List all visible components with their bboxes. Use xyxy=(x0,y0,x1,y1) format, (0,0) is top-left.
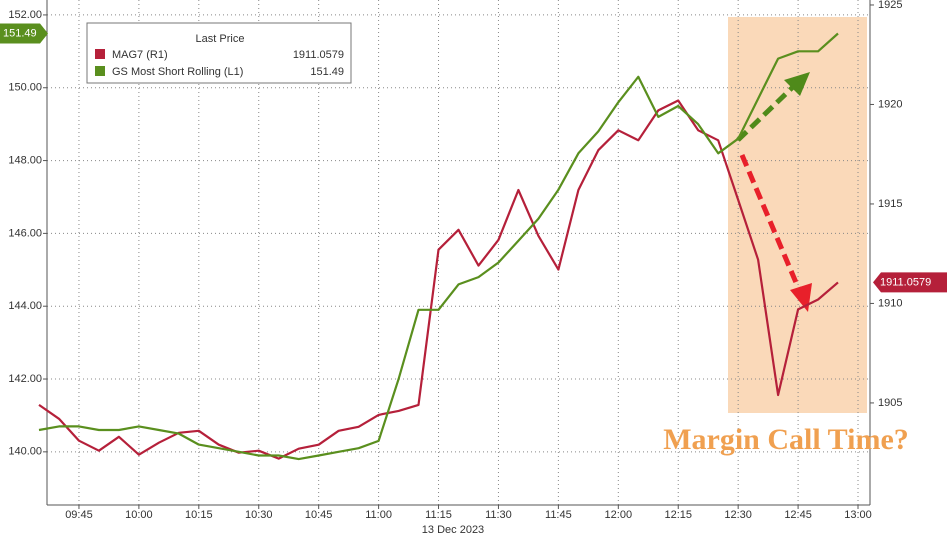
y2-tick-label: 1915 xyxy=(878,198,902,210)
y-tick-label: 140.00 xyxy=(8,446,42,458)
x-tick-label: 12:30 xyxy=(724,509,752,521)
x-tick-label: 13:00 xyxy=(844,509,872,521)
last-value-tag xyxy=(873,272,947,293)
y-tick-label: 146.00 xyxy=(8,227,42,239)
y-tick-label: 148.00 xyxy=(8,154,42,166)
y2-tick-label: 1920 xyxy=(878,98,902,110)
x-tick-label: 10:15 xyxy=(185,509,213,521)
annotation: Margin Call Time? xyxy=(663,423,909,456)
legend-box xyxy=(86,22,352,84)
x-tick-label: 10:45 xyxy=(305,509,333,521)
last-value-tag xyxy=(0,23,48,44)
legend-value: 1911.0579 xyxy=(293,49,344,61)
series-line xyxy=(38,32,839,461)
x-tick-label: 11:30 xyxy=(485,509,512,521)
last-value-label: 1911.0579 xyxy=(880,276,931,288)
x-tick-label: 12:15 xyxy=(664,509,692,521)
y-tick-label: 150.00 xyxy=(8,82,42,94)
y-tick-label: 142.00 xyxy=(8,373,42,385)
legend: Last Price MAG7 (R1) 1911.0579 GS Most S… xyxy=(86,22,352,84)
x-axis-label: 13 Dec 2023 xyxy=(422,524,484,536)
legend-label: GS Most Short Rolling (L1) xyxy=(112,66,243,78)
x-tick-label: 11:45 xyxy=(545,509,572,521)
plot-area xyxy=(47,0,870,505)
arrow-green xyxy=(736,72,810,142)
x-tick-label: 11:00 xyxy=(365,509,392,521)
legend-swatch xyxy=(95,66,105,76)
legend-value: 151.49 xyxy=(310,66,344,78)
x-tick-label: 11:15 xyxy=(425,509,452,521)
y2-tick-label: 1925 xyxy=(878,0,902,11)
last-value-label: 151.49 xyxy=(3,27,37,39)
legend-label: MAG7 (R1) xyxy=(112,49,168,61)
x-tick-label: 09:45 xyxy=(65,509,93,521)
x-tick-label: 10:00 xyxy=(125,509,153,521)
y2-tick-label: 1910 xyxy=(878,297,902,309)
x-tick-label: 12:45 xyxy=(784,509,812,521)
legend-swatch xyxy=(95,49,105,59)
y2-tick-label: 1905 xyxy=(878,397,902,409)
x-tick-label: 12:00 xyxy=(605,509,633,521)
y-tick-label: 144.00 xyxy=(8,300,42,312)
legend-title: Last Price xyxy=(196,33,245,45)
y-tick-label: 152.00 xyxy=(8,9,42,21)
x-tick-label: 10:30 xyxy=(245,509,273,521)
